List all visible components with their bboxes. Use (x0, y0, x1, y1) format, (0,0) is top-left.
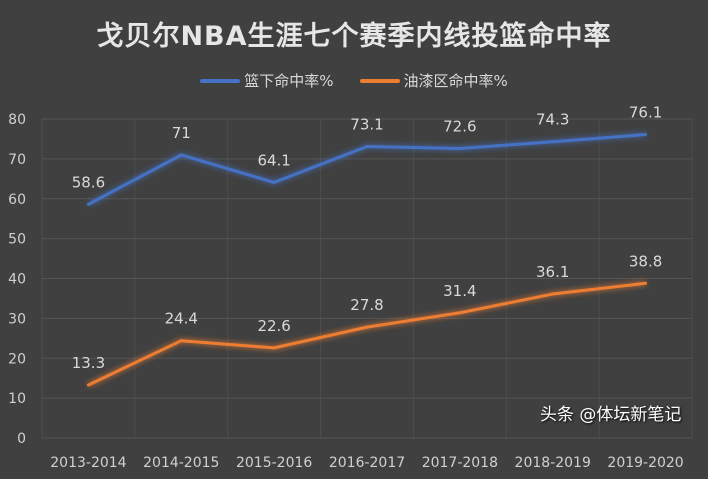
data-label: 58.6 (72, 173, 105, 191)
data-point (644, 133, 648, 137)
data-point (86, 202, 90, 206)
data-label: 36.1 (536, 263, 569, 281)
data-label: 64.1 (257, 151, 290, 169)
data-label: 72.6 (443, 118, 476, 136)
y-tick-label: 0 (17, 431, 26, 447)
legend: 篮下命中率% 油漆区命中率% (0, 70, 708, 91)
data-label: 73.1 (350, 116, 383, 134)
y-tick-label: 20 (8, 351, 26, 367)
data-point (644, 281, 648, 285)
x-tick-label: 2017-2018 (422, 455, 498, 471)
x-tick-label: 2018-2019 (515, 455, 591, 471)
x-tick-label: 2015-2016 (236, 455, 312, 471)
y-tick-label: 30 (8, 311, 26, 327)
data-point (551, 292, 555, 296)
x-tick-label: 2014-2015 (143, 455, 219, 471)
y-tick-label: 70 (8, 152, 26, 168)
data-label: 24.4 (165, 310, 198, 328)
data-point (458, 147, 462, 151)
chart-title: 戈贝尔NBA生涯七个赛季内线投篮命中率 (96, 21, 612, 52)
y-tick-label: 80 (8, 112, 26, 128)
legend-swatch-rim (200, 78, 241, 83)
data-point (551, 140, 555, 144)
legend-label-paint: 油漆区命中率% (403, 72, 508, 90)
y-tick-label: 60 (8, 192, 26, 208)
x-tick-label: 2013-2014 (50, 455, 126, 471)
data-label: 31.4 (443, 282, 476, 300)
legend-label-rim: 篮下命中率% (244, 72, 334, 90)
data-label: 71 (172, 124, 191, 142)
x-tick-label: 2019-2020 (607, 455, 683, 471)
y-tick-label: 50 (8, 232, 26, 248)
legend-swatch-paint (359, 78, 400, 83)
data-point (365, 145, 369, 149)
data-label: 13.3 (72, 354, 105, 372)
data-point (179, 153, 183, 157)
data-point (86, 383, 90, 387)
data-label: 74.3 (536, 111, 569, 129)
legend-item-rim: 篮下命中率% (200, 70, 334, 91)
data-label: 76.1 (629, 104, 662, 122)
legend-item-paint: 油漆区命中率% (359, 70, 508, 91)
data-point (365, 325, 369, 329)
data-label: 27.8 (350, 296, 383, 314)
y-tick-label: 40 (8, 272, 26, 288)
data-label: 38.8 (629, 252, 662, 270)
watermark: 头条 @体坛新笔记 (540, 405, 682, 425)
data-point (179, 339, 183, 343)
data-label: 22.6 (257, 317, 290, 335)
data-point (458, 311, 462, 315)
data-point (272, 346, 276, 350)
y-tick-label: 10 (8, 391, 26, 407)
x-tick-label: 2016-2017 (329, 455, 405, 471)
data-point (272, 180, 276, 184)
